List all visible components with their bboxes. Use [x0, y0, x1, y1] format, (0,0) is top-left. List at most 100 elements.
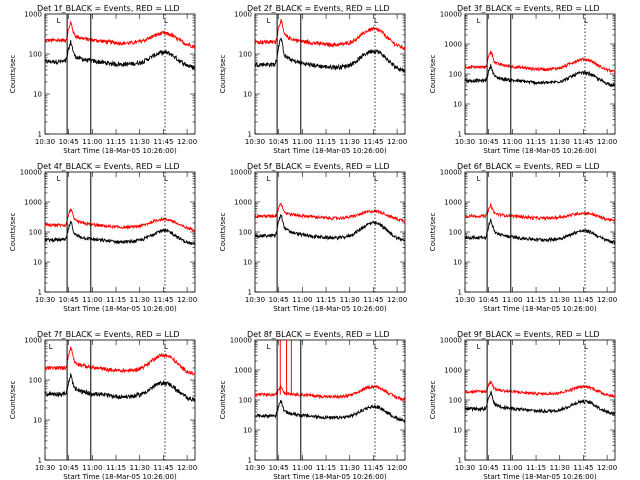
x-tick-label: 11:45 [573, 464, 593, 472]
y-tick-label: 1 [248, 131, 252, 139]
x-tick-label: 11:15 [526, 464, 546, 472]
panel-title: Det 6f_BLACK = Events, RED = LLD [457, 162, 600, 171]
y-tick-label: 1 [248, 457, 252, 465]
y-tick-label: 100 [449, 71, 462, 79]
y-tick-label: 100 [239, 229, 252, 237]
x-axis-label: Start Time (18-Mar-05 10:26:00) [63, 305, 177, 313]
flag-letter: L [477, 17, 481, 25]
panel-title: Det 1f_BLACK = Events, RED = LLD [37, 4, 180, 13]
panel-title: Det 8f_BLACK = Events, RED = LLD [247, 330, 390, 339]
flag-letter: L [164, 175, 168, 183]
flag-letter: L [267, 343, 271, 351]
y-tick-label: 10 [453, 101, 462, 109]
x-tick-label: 10:45 [59, 138, 79, 146]
x-axis-label: Start Time (18-Mar-05 10:26:00) [483, 305, 597, 313]
x-tick-label: 11:45 [573, 296, 593, 304]
flag-letter: L [374, 343, 378, 351]
x-tick-label: 11:15 [106, 464, 126, 472]
y-tick-label: 1000 [234, 11, 252, 19]
x-tick-label: 10:45 [479, 296, 499, 304]
y-tick-label: 1000 [24, 11, 42, 19]
series-events-line [464, 218, 616, 245]
x-tick-label: 10:30 [245, 138, 265, 146]
y-axis-label: Counts/sec [9, 213, 17, 252]
series-events-line [44, 220, 196, 246]
y-tick-label: 1 [38, 289, 42, 297]
x-tick-label: 11:00 [82, 464, 102, 472]
series-lld-line [44, 346, 196, 376]
y-axis-label: Counts/sec [9, 55, 17, 94]
plot-frame [254, 13, 406, 135]
x-axis-label: Start Time (18-Mar-05 10:26:00) [273, 147, 387, 155]
x-axis-label: Start Time (18-Mar-05 10:26:00) [273, 473, 387, 480]
flag-letter: L [164, 343, 168, 351]
y-tick-label: 100 [239, 397, 252, 405]
plot-frame [44, 13, 196, 135]
x-tick-label: 11:00 [292, 138, 312, 146]
y-tick-label: 10 [33, 259, 42, 267]
panel-3: Det 3f_BLACK = Events, RED = LLD 1 10 100 10… [429, 4, 617, 155]
x-tick-label: 10:30 [245, 464, 265, 472]
x-tick-label: 10:30 [35, 464, 55, 472]
y-tick-label: 100 [449, 229, 462, 237]
series-events-line [44, 39, 196, 70]
panel-2: Det 2f_BLACK = Events, RED = LLD 1 10 100 10… [219, 4, 407, 155]
flag-letter: L [477, 175, 481, 183]
panel-title: Det 3f_BLACK = Events, RED = LLD [457, 4, 600, 13]
panel-6: Det 6f_BLACK = Events, RED = LLD 1 10 100 10… [429, 162, 617, 313]
series-lld-line [254, 202, 406, 224]
x-tick-label: 11:00 [502, 138, 522, 146]
x-axis-label: Start Time (18-Mar-05 10:26:00) [483, 147, 597, 155]
x-tick-label: 11:30 [130, 464, 150, 472]
y-tick-label: 1 [248, 289, 252, 297]
y-tick-label: 1000 [234, 199, 252, 207]
y-tick-label: 10 [33, 91, 42, 99]
y-axis-label: Counts/sec [429, 381, 437, 420]
x-tick-label: 10:30 [455, 296, 475, 304]
x-tick-label: 11:00 [292, 296, 312, 304]
series-events-line [254, 400, 406, 424]
x-tick-label: 11:45 [363, 464, 383, 472]
y-tick-label: 10 [453, 427, 462, 435]
x-axis-label: Start Time (18-Mar-05 10:26:00) [63, 473, 177, 480]
x-tick-label: 10:30 [455, 138, 475, 146]
flag-letter: L [584, 17, 588, 25]
x-tick-label: 11:00 [82, 296, 102, 304]
x-axis-label: Start Time (18-Mar-05 10:26:00) [63, 147, 177, 155]
y-tick-label: 1 [458, 457, 462, 465]
series-events-line [254, 37, 406, 74]
panel-title: Det 4f_BLACK = Events, RED = LLD [37, 162, 180, 171]
x-tick-label: 11:45 [153, 464, 173, 472]
panel-title: Det 9f_BLACK = Events, RED = LLD [457, 330, 600, 339]
y-tick-label: 100 [449, 397, 462, 405]
x-tick-label: 11:15 [106, 138, 126, 146]
y-tick-label: 10 [33, 417, 42, 425]
x-tick-label: 11:45 [363, 138, 383, 146]
y-tick-label: 1 [458, 131, 462, 139]
series-lld-line [464, 380, 616, 399]
flag-letter: L [267, 17, 271, 25]
y-tick-label: 100 [29, 377, 42, 385]
y-tick-label: 10000 [230, 337, 252, 345]
y-tick-label: 10000 [20, 169, 42, 177]
series-lld-line [464, 202, 616, 222]
y-tick-label: 1000 [234, 367, 252, 375]
x-tick-label: 11:00 [82, 138, 102, 146]
x-tick-label: 10:30 [35, 138, 55, 146]
series-lld-line [44, 20, 196, 49]
panel-title: Det 5f_BLACK = Events, RED = LLD [247, 162, 390, 171]
y-tick-label: 1000 [444, 367, 462, 375]
y-tick-label: 100 [29, 51, 42, 59]
x-tick-label: 11:45 [153, 296, 173, 304]
x-tick-label: 11:30 [340, 464, 360, 472]
y-axis-label: Counts/sec [429, 213, 437, 252]
flag-letter: L [49, 343, 53, 351]
flag-letter: L [57, 175, 61, 183]
panel-5: Det 5f_BLACK = Events, RED = LLD 1 10 100 10… [219, 162, 407, 313]
x-tick-label: 11:30 [550, 138, 570, 146]
x-tick-label: 10:30 [455, 464, 475, 472]
series-lld-line [44, 207, 195, 232]
series-events-line [464, 64, 616, 88]
x-tick-label: 11:30 [340, 296, 360, 304]
